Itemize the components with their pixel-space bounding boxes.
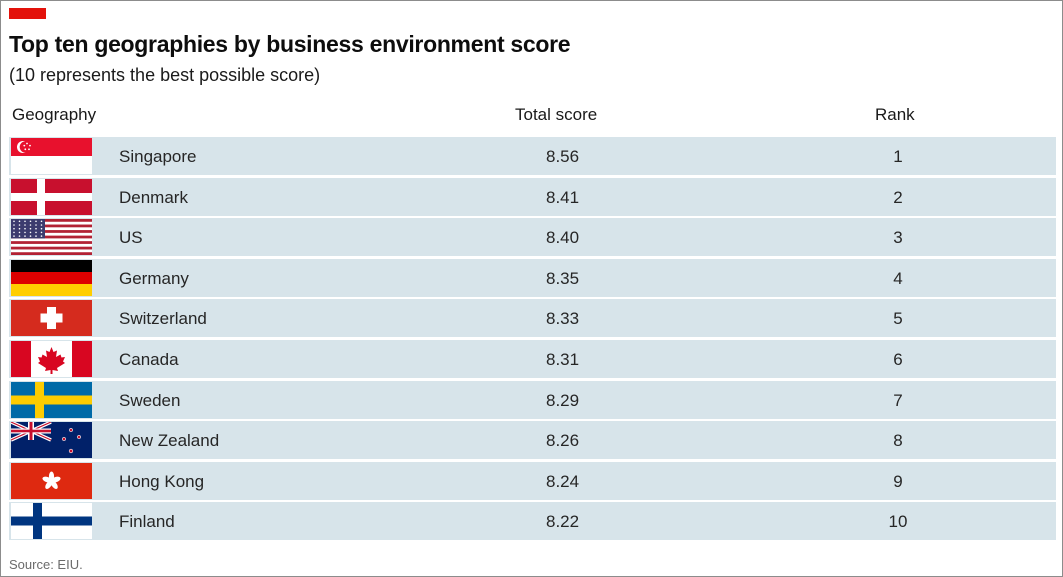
chart-title: Top ten geographies by business environm… bbox=[9, 31, 571, 57]
geography-cell: Hong Kong bbox=[119, 471, 205, 491]
geography-cell: Germany bbox=[119, 268, 189, 288]
geography-cell: Canada bbox=[119, 349, 179, 369]
denmark-flag-icon bbox=[11, 178, 92, 215]
total-score-cell: 8.31 bbox=[546, 349, 580, 369]
column-header-rank: Rank bbox=[875, 105, 915, 124]
geography-cell: Sweden bbox=[119, 390, 181, 410]
rank-cell: 5 bbox=[893, 309, 903, 329]
geography-cell: Denmark bbox=[119, 187, 188, 207]
rank-cell: 3 bbox=[893, 228, 903, 248]
geography-cell: Finland bbox=[119, 512, 175, 532]
geography-cell: New Zealand bbox=[119, 431, 220, 451]
table-row: Sweden 8.29 7 bbox=[9, 380, 1056, 419]
table-row: New Zealand 8.26 8 bbox=[9, 421, 1056, 460]
table-row: Hong Kong 8.24 9 bbox=[9, 461, 1056, 500]
new-zealand-flag-icon bbox=[11, 422, 92, 459]
rank-cell: 9 bbox=[893, 471, 903, 491]
total-score-cell: 8.26 bbox=[546, 431, 580, 451]
rank-cell: 8 bbox=[893, 431, 903, 451]
canada-flag-icon bbox=[11, 340, 92, 377]
table-row: Finland 8.22 10 bbox=[9, 502, 1056, 541]
column-header-total-score: Total score bbox=[515, 105, 598, 124]
us-flag-icon bbox=[11, 219, 92, 256]
source-note: Source: EIU. bbox=[9, 557, 83, 572]
table-header: Geography Total score Rank bbox=[1, 105, 1063, 131]
hong-kong-flag-icon bbox=[11, 462, 92, 499]
table-row: Germany 8.35 4 bbox=[9, 258, 1056, 297]
chart-subtitle: (10 represents the best possible score) bbox=[9, 65, 321, 85]
finland-flag-icon bbox=[11, 503, 92, 540]
table-row: Canada 8.31 6 bbox=[9, 339, 1056, 378]
rank-cell: 2 bbox=[893, 187, 903, 207]
total-score-cell: 8.35 bbox=[546, 268, 580, 288]
total-score-cell: 8.22 bbox=[546, 512, 580, 532]
total-score-cell: 8.24 bbox=[546, 471, 580, 491]
table-row: Singapore 8.56 1 bbox=[9, 137, 1056, 175]
geography-cell: US bbox=[119, 228, 143, 248]
column-header-geography: Geography bbox=[12, 105, 97, 124]
total-score-cell: 8.40 bbox=[546, 228, 580, 248]
table-body: Singapore 8.56 1 Denmark 8.41 2 US 8.40 3 Germany… bbox=[9, 137, 1056, 543]
rank-cell: 7 bbox=[893, 390, 903, 410]
accent-bar bbox=[9, 8, 46, 19]
rank-cell: 4 bbox=[893, 268, 903, 288]
singapore-flag-icon bbox=[11, 138, 92, 174]
geography-cell: Singapore bbox=[119, 147, 197, 166]
total-score-cell: 8.56 bbox=[546, 147, 580, 166]
germany-flag-icon bbox=[11, 259, 92, 296]
rank-cell: 1 bbox=[893, 147, 903, 166]
switzerland-flag-icon bbox=[11, 300, 92, 337]
total-score-cell: 8.29 bbox=[546, 390, 580, 410]
table-row: Denmark 8.41 2 bbox=[9, 177, 1056, 216]
rank-cell: 10 bbox=[888, 512, 908, 532]
table-row: Switzerland 8.33 5 bbox=[9, 299, 1056, 338]
sweden-flag-icon bbox=[11, 381, 92, 418]
geography-cell: Switzerland bbox=[119, 309, 207, 329]
rank-cell: 6 bbox=[893, 349, 903, 369]
total-score-cell: 8.41 bbox=[546, 187, 580, 207]
table-row: US 8.40 3 bbox=[9, 218, 1056, 257]
total-score-cell: 8.33 bbox=[546, 309, 580, 329]
